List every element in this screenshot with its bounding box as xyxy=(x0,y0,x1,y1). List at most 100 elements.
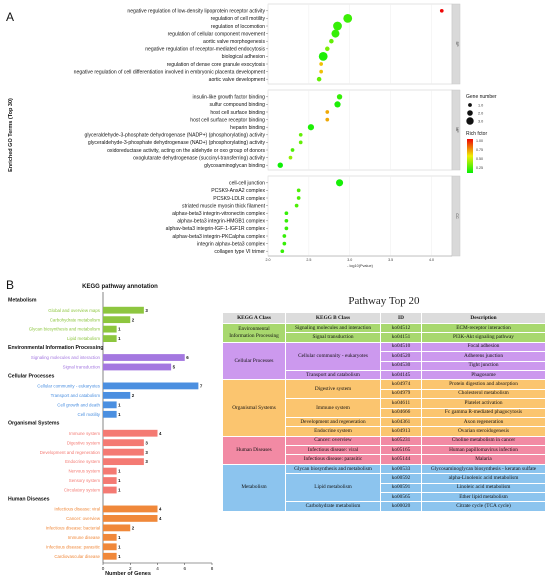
kegg-bar xyxy=(103,325,117,333)
cell-description: Ovarian steroidogenesis xyxy=(421,426,546,437)
cell-id: ko00565 xyxy=(380,492,422,503)
cell-id: ko05165 xyxy=(380,445,422,456)
legend-size-label: 1.0 xyxy=(478,103,483,107)
go-point xyxy=(294,203,299,208)
go-term-label: cell-cell junction xyxy=(229,181,265,187)
kegg-category-label: Infectious disease: parasitic xyxy=(46,544,101,549)
kegg-category-label: Lipid metabolism xyxy=(67,336,100,341)
go-term-label: negative regulation of cell differentiat… xyxy=(74,69,266,75)
kegg-bar-value: 4 xyxy=(159,507,162,512)
kegg-bar-chart: B KEGG pathway annotation Metabolism Glob… xyxy=(6,278,214,577)
legend-color-tick: 0.75 xyxy=(476,148,483,152)
go-term-label: aortic valve development xyxy=(209,77,266,83)
cell-description: Glycosaminoglycan biosynthesis - keratan… xyxy=(421,463,546,475)
legend-color-bar xyxy=(467,139,473,173)
go-point xyxy=(316,76,322,82)
pathway-table-title: Pathway Top 20 xyxy=(348,295,420,307)
cell-a-class: Environmental Information Processing xyxy=(222,323,286,343)
go-term-label: host cell surface binding xyxy=(210,110,265,116)
kegg-category-label: Cellular community - eukaryotes xyxy=(37,384,101,389)
kegg-bar xyxy=(103,505,158,513)
kegg-category-label: Cell growth and death xyxy=(57,402,100,407)
go-term-label: aortic valve morphogenesis xyxy=(203,39,265,45)
go-term-label: heparin binding xyxy=(230,125,265,131)
kegg-category-label: Sensory system xyxy=(69,478,101,483)
kegg-bar xyxy=(103,391,131,399)
kegg-bar xyxy=(103,429,158,437)
kegg-bar xyxy=(103,458,144,466)
go-term-label: sulfur compound binding xyxy=(209,102,265,108)
cell-b-class: Digestive system xyxy=(285,379,381,400)
kegg-bar xyxy=(103,543,117,551)
kegg-bar-value: 4 xyxy=(159,431,162,436)
kegg-bar xyxy=(103,486,117,494)
kegg-bar xyxy=(103,524,131,532)
go-point xyxy=(298,132,303,137)
go-point xyxy=(319,62,324,66)
cell-b-class: Signaling molecules and interaction xyxy=(285,322,381,334)
kegg-x-tick-label: 4 xyxy=(156,566,159,571)
go-term-label: glycosaminoglycan binding xyxy=(204,163,265,169)
kegg-category-label: Signal transduction xyxy=(63,365,101,370)
kegg-category-label: Signaling molecules and interaction xyxy=(31,355,101,360)
kegg-bar-value: 2 xyxy=(132,393,135,398)
kegg-bar-value: 7 xyxy=(200,384,203,389)
go-term-label: oxoglutarate dehydrogenase (succinyl-tra… xyxy=(133,155,265,161)
kegg-bar-value: 4 xyxy=(159,516,162,521)
cell-description: ECM-receptor interaction xyxy=(421,322,546,334)
go-term-label: host cell surface receptor binding xyxy=(190,117,265,123)
facet-strip-label: BP xyxy=(455,41,459,47)
kegg-group-heading: Metabolism xyxy=(8,298,37,304)
kegg-bar xyxy=(103,477,117,484)
cell-id: ko04530 xyxy=(380,360,422,371)
legend-size-label: 3.0 xyxy=(478,119,483,123)
go-point xyxy=(318,52,328,61)
legend-size-dot xyxy=(467,110,473,116)
cell-description: Axon regeneration xyxy=(421,416,546,428)
go-point xyxy=(336,179,344,187)
kegg-bar xyxy=(103,410,117,418)
cell-description: Focal adhesion xyxy=(421,341,546,353)
col-header-description: Description xyxy=(421,312,546,324)
cell-description: Ether lipid metabolism xyxy=(421,492,546,503)
cell-description: Tight junction xyxy=(421,360,546,371)
go-point xyxy=(282,241,287,246)
go-point xyxy=(439,8,444,13)
facet-strip xyxy=(451,89,461,171)
go-term-label: alphav-beta3 integrin-HMGB1 complex xyxy=(177,219,265,225)
kegg-bar-value: 3 xyxy=(145,459,148,464)
kegg-bar xyxy=(103,306,144,314)
facet-panel-bp xyxy=(267,3,453,85)
cell-description: Choline metabolism in cancer xyxy=(421,435,546,447)
facet-strip xyxy=(451,3,461,85)
cell-id: ko04611 xyxy=(380,398,422,409)
kegg-bar-value: 1 xyxy=(118,402,121,407)
kegg-category-label: Glycan biosynthesis and metabolism xyxy=(29,327,101,332)
cell-id: ko04510 xyxy=(380,341,422,353)
kegg-bar-value: 3 xyxy=(145,440,148,445)
table-row: Organismal Systems Digestive system ko0497… xyxy=(222,379,546,437)
cell-a-class: Cellular Processes xyxy=(222,341,286,381)
cell-id: ko04979 xyxy=(380,388,422,400)
cell-description: Platelet activation xyxy=(421,398,546,409)
kegg-x-tick-label: 8 xyxy=(211,566,214,571)
cell-b-class: Transport and catabolism xyxy=(285,369,381,381)
x-tick-label: 3.0 xyxy=(347,258,352,262)
kegg-category-label: Digestive system xyxy=(67,440,101,445)
cell-id: ko00592 xyxy=(380,473,422,484)
col-header-id: ID xyxy=(380,312,422,324)
kegg-category-label: Infectious disease: bacterial xyxy=(46,525,100,530)
go-term-label: regulation of dense core granule exocyto… xyxy=(167,62,266,68)
kegg-bar xyxy=(103,515,158,522)
go-enrichment-chart: A Enriched GO Terms (Top 30) BP negative … xyxy=(6,3,497,268)
cell-id: ko04361 xyxy=(380,416,422,428)
kegg-plot-area: Metabolism Global and overview maps 3 Carbo… xyxy=(8,292,214,571)
table-row: Lipid metabolism ko00592 alpha-Linolenic a… xyxy=(222,473,546,503)
go-point xyxy=(296,188,301,193)
kegg-category-label: Immune disease xyxy=(68,535,101,540)
go-x-axis-label: - log10(Pvalue) xyxy=(347,264,373,268)
kegg-category-label: Global and overview maps xyxy=(48,308,101,313)
kegg-x-tick-label: 2 xyxy=(129,566,132,571)
cell-id: ko00020 xyxy=(380,501,422,512)
kegg-bar xyxy=(103,335,117,342)
